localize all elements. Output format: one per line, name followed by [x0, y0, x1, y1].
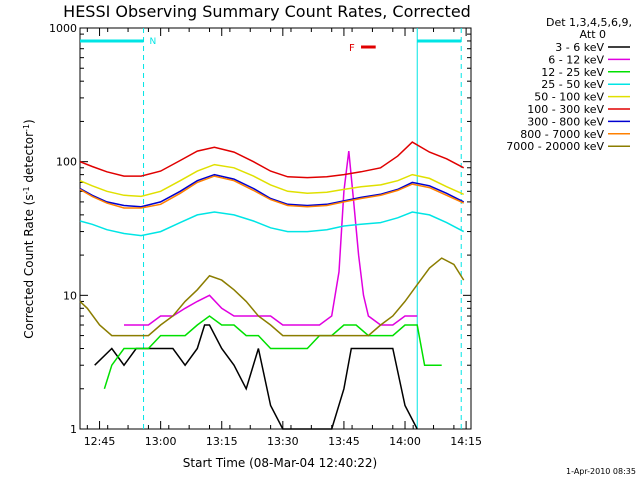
- legend-label: 25 - 50 keV: [541, 78, 604, 91]
- series-line-3: [79, 211, 465, 237]
- series-line-4: [79, 163, 465, 198]
- night-flag-label: N: [150, 37, 157, 47]
- series-line-0: [94, 324, 418, 430]
- y-axis: 1 10 100 1000: [49, 22, 471, 436]
- y-axis-label-end: ): [22, 119, 36, 124]
- series-line-5: [79, 141, 465, 179]
- x-axis: 12:45 13:00 13:15 13:30 13:45 14:00 14:15: [84, 28, 482, 448]
- y-axis-label-exp-2: -1: [22, 124, 31, 132]
- y-tick-label: 100: [56, 156, 77, 169]
- x-tick-label: 14:15: [450, 435, 482, 448]
- legend-label: 12 - 25 keV: [541, 66, 604, 79]
- series-line-6: [79, 173, 465, 208]
- flag-bars: NF: [80, 28, 462, 429]
- series-lines: [79, 141, 465, 430]
- chart-title: HESSI Observing Summary Count Rates, Cor…: [63, 2, 471, 21]
- legend-label: 50 - 100 keV: [534, 91, 604, 104]
- x-tick-label: 13:30: [267, 435, 299, 448]
- flare-flag-label: F: [349, 43, 355, 54]
- legend-label: 800 - 7000 keV: [520, 128, 604, 141]
- legend-label: 7000 - 20000 keV: [506, 140, 604, 153]
- y-tick-label: 1000: [49, 22, 77, 35]
- legend-label: 3 - 6 keV: [555, 41, 604, 54]
- y-axis-label-exp-1: -1: [22, 186, 31, 194]
- legend-label: 100 - 300 keV: [527, 103, 604, 116]
- y-tick-label: 10: [63, 289, 77, 302]
- legend-header-line-2: Att 0: [580, 28, 606, 41]
- series-line-1: [124, 151, 418, 326]
- series-line-7: [79, 175, 465, 209]
- y-axis-label-mid: detector: [22, 132, 36, 187]
- x-tick-label: 13:45: [328, 435, 360, 448]
- plot-frame: [79, 27, 472, 430]
- x-tick-label: 13:00: [145, 435, 177, 448]
- series-line-2: [103, 315, 442, 390]
- x-tick-label: 12:45: [84, 435, 116, 448]
- y-tick-label: 1: [70, 423, 77, 436]
- y-axis-label-main: Corrected Count Rate (s: [22, 194, 36, 338]
- x-axis-label: Start Time (08-Mar-04 12:40:22): [183, 456, 377, 470]
- x-tick-label: 14:00: [389, 435, 421, 448]
- legend-label: 300 - 800 keV: [527, 115, 604, 128]
- y-axis-label: Corrected Count Rate (s-1 detector-1): [22, 119, 37, 338]
- legend-label: 6 - 12 keV: [548, 53, 604, 66]
- legend-header-line-1: Det 1,3,4,5,6,9,: [546, 16, 632, 29]
- series-line-8: [79, 257, 465, 337]
- x-tick-label: 13:15: [206, 435, 238, 448]
- timestamp: 1-Apr-2010 08:35: [566, 467, 636, 476]
